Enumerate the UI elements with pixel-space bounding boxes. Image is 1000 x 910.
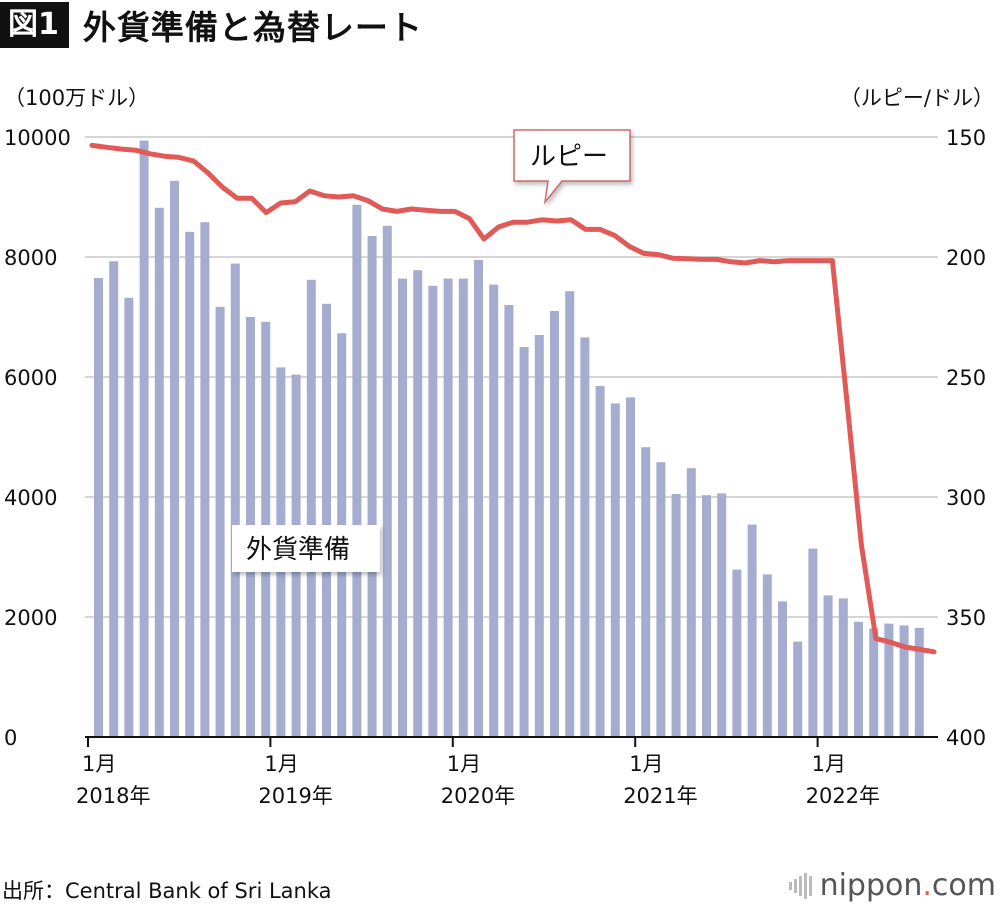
reserve-bar [109,261,119,737]
reserve-bar [838,598,848,737]
figure-header: 図1 外貨準備と為替レート [0,0,423,50]
left-tick-label: 4000 [4,486,57,510]
rupee-callout: ルピー [513,129,631,205]
reserve-bar [626,397,635,737]
chart-canvas: 0 2000 4000 6000 8000 10000 150 200 250 300 350 400… [4,126,986,808]
reserve-bar [686,468,696,737]
right-tick-label: 300 [946,486,986,510]
chart-title: 外貨準備と為替レート [82,8,423,47]
reserve-bar [793,641,803,737]
x-tick-month: 1月 [447,752,481,776]
reserve-bar [519,347,529,737]
right-tick-label: 400 [946,726,986,750]
reserve-bar [534,335,544,737]
reserve-bar [762,574,772,737]
left-tick-label: 8000 [4,246,57,270]
x-tick-month: 1月 [629,752,663,776]
reserve-bar [656,462,666,737]
reserve-bar [914,627,924,737]
reserve-bar [823,595,833,737]
reserve-bar [139,140,149,738]
reserve-bar [565,291,575,737]
reserve-bar [671,494,681,737]
reserve-bar [352,204,362,738]
reserve-bar [580,337,590,737]
reserve-bar [200,222,210,737]
left-axis-unit: （100万ドル） [4,86,150,110]
reserve-bar [367,236,377,737]
right-tick-label: 250 [946,366,986,390]
left-tick-label: 6000 [4,366,57,390]
nippon-logo[interactable]: nippon. com [788,868,996,903]
reserve-bar [595,386,605,737]
x-tick-month: 1月 [264,752,298,776]
right-tick-label: 350 [946,606,986,630]
reserve-bar [869,628,879,737]
source-note: 出所：Central Bank of Sri Lanka [2,879,332,903]
left-tick-label: 2000 [4,606,57,630]
right-tick-label: 150 [946,126,986,150]
reserve-bars [94,140,924,738]
rupee-callout-box [513,129,631,205]
reserve-callout-box [232,525,380,572]
reserve-bar [443,278,453,737]
reserve-bar [702,495,711,737]
reserve-bar [428,285,438,737]
reserve-bar [215,306,225,737]
reserve-bar [899,625,909,737]
reserve-bar [489,284,499,737]
reserve-callout-label: 外貨準備 [246,535,350,565]
reserve-bar [398,278,407,737]
reserve-bar [884,623,894,737]
x-tick-year: 2019年 [258,784,332,808]
x-tick-year: 2020年 [441,784,515,808]
right-tick-label: 200 [946,246,986,270]
reserve-bar [641,447,651,737]
rupee-line-group [89,142,937,655]
logo-dot: . [922,868,932,903]
reserve-bar [185,231,195,738]
x-tick-year: 2021年 [623,784,697,808]
figure-number-badge: 図1 [0,2,69,48]
reserve-bar [747,524,757,737]
left-tick-label: 0 [4,726,17,750]
rupee-series-line [89,142,937,655]
x-tick-year: 2018年 [76,784,150,808]
reserve-bar [717,493,727,737]
reserve-bar [474,260,483,737]
reserve-bar [382,225,392,738]
reserve-bar [732,569,742,737]
x-tick-month: 1月 [812,752,846,776]
x-tick-year: 2022年 [806,784,880,808]
reserve-bar [170,180,179,738]
reserve-bar [230,263,240,737]
reserve-bar [610,403,620,737]
reserve-callout: 外貨準備 [232,525,380,572]
reserve-bar [504,305,514,737]
reserve-bar [778,601,787,737]
reserve-bar [124,297,134,737]
reserve-bar [322,303,331,737]
logo-text: nippon [819,868,923,903]
right-axis-unit: （ルピー/ドル） [839,86,994,110]
axes: 0 2000 4000 6000 8000 10000 150 200 250 300 350 400… [4,126,986,808]
logo-text-suffix: com [931,868,996,903]
reserve-bar [458,278,468,737]
logo-mark-icon [788,872,812,899]
reserve-bar [413,270,423,737]
x-tick-month: 1月 [82,752,116,776]
reserve-bar [306,279,316,737]
reserve-bar [808,548,818,737]
rupee-callout-label: ルピー [530,142,608,172]
reserve-bar [94,278,103,737]
reserve-bar [154,207,164,738]
reserve-bar [854,621,863,737]
left-tick-label: 10000 [4,126,71,150]
reserve-bar [550,311,559,737]
